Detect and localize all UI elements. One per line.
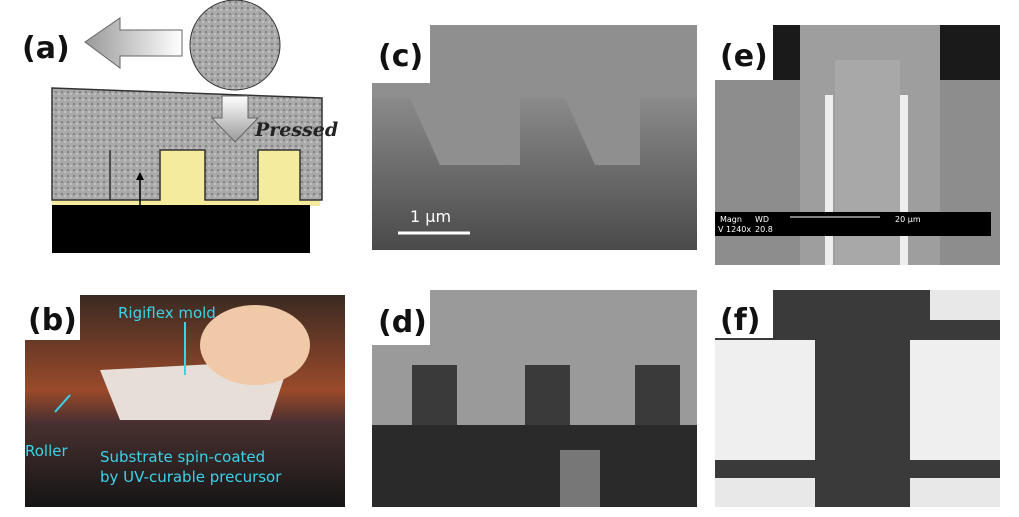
line <box>412 365 457 425</box>
info: Magn <box>720 215 742 224</box>
roller <box>190 0 280 90</box>
pad <box>715 340 815 460</box>
panel-label: (a) <box>22 31 70 66</box>
panel-c: (c) 1 μm <box>372 25 697 250</box>
pad <box>910 478 1000 507</box>
panel-label: (b) <box>28 303 77 338</box>
annotation: Substrate spin-coated <box>100 448 265 466</box>
info: V 1240x <box>718 225 751 234</box>
move-arrow <box>85 18 182 68</box>
panel-e: Magn WD 20 μm V 1240x 20.8 (e) <box>715 25 1000 265</box>
debris <box>560 450 600 507</box>
info: WD <box>755 215 769 224</box>
edge <box>900 95 908 265</box>
hand <box>200 305 310 385</box>
pad <box>910 340 1000 460</box>
figure: Pressed (a) (b) Rigiflex mold Roller Sub… <box>0 0 1019 517</box>
annotation: Roller <box>25 442 68 460</box>
annotation: by UV-curable precursor <box>100 468 282 486</box>
edge <box>825 95 833 265</box>
annotation: Pressed <box>254 119 338 141</box>
annotation: Rigiflex mold <box>118 304 216 322</box>
substrate <box>372 425 697 507</box>
line <box>525 365 570 425</box>
pad <box>930 290 1000 320</box>
panel-label: (c) <box>378 39 423 74</box>
line <box>635 365 680 425</box>
info: 20.8 <box>755 225 773 234</box>
substrate <box>52 205 310 253</box>
panel-a: Pressed (a) <box>22 0 338 253</box>
panel-b: (b) Rigiflex mold Roller Substrate spin-… <box>25 295 345 507</box>
pad <box>715 478 815 507</box>
panel-label: (d) <box>378 305 427 340</box>
panel-d: (d) <box>372 290 697 507</box>
panel-label: (e) <box>720 39 768 74</box>
panel-label: (f) <box>720 303 760 338</box>
panel-f: (f) <box>715 290 1000 507</box>
info: 20 μm <box>895 215 921 224</box>
scale-label: 1 μm <box>410 207 451 226</box>
